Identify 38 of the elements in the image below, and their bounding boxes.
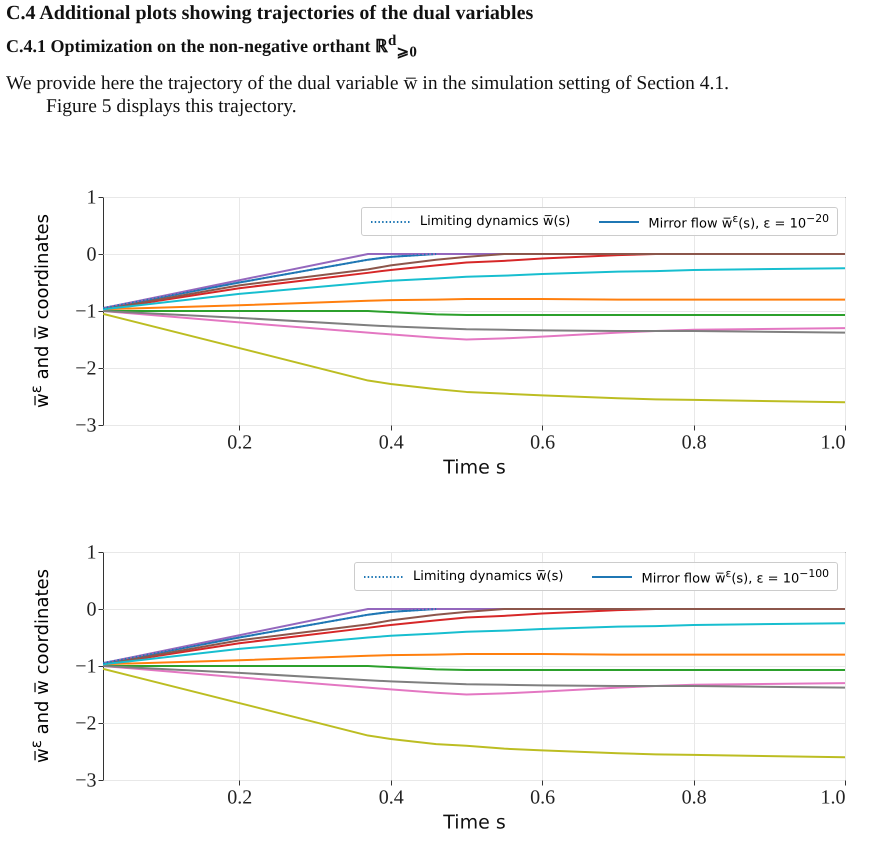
text: We provide here the trajectory of the dual variable w̅ in the simulation setting of Section 4.1. Figure 5 displays this trajectory.: [6, 72, 730, 118]
x-tick-label: 0.2: [227, 432, 252, 454]
line-series: [103, 312, 845, 404]
x-tick-label: 0.6: [530, 786, 556, 808]
y-tick-label: 1: [86, 542, 96, 564]
x-tick-label: 0.8: [682, 432, 707, 454]
x-axis-title: Time s: [442, 812, 506, 834]
x-tick-label: 1.0: [820, 786, 846, 808]
legend-label: Mirror flow w̅$^{ε}$(s), ε = 10$^{−100}$: [641, 567, 829, 586]
x-axis-title: Time s: [442, 456, 506, 478]
y-tick-label: −2: [75, 712, 96, 734]
x-tick-label: 0.6: [530, 432, 556, 454]
y-tick-label: −1: [75, 300, 96, 322]
legend-label: Limiting dynamics w̅(s): [420, 214, 570, 230]
x-tick-label: 0.2: [227, 786, 252, 808]
legend-label: Limiting dynamics w̅(s): [412, 569, 564, 584]
y-tick-label: −1: [75, 656, 96, 678]
y-tick-label: −3: [75, 770, 96, 792]
legend-label: Mirror flow w̅$^{ε}$(s), ε = 10$^{−20}$: [648, 212, 829, 232]
x-tick-label: 0.4: [378, 786, 404, 808]
y-tick-label: 1: [86, 186, 96, 208]
line-series: [103, 622, 845, 666]
line-series: [103, 608, 845, 666]
y-tick-label: 0: [86, 598, 96, 620]
line-series: [103, 668, 845, 758]
line-series: [103, 253, 845, 310]
y-tick-label: −2: [75, 358, 96, 380]
line-series: [103, 267, 845, 310]
line-series: [103, 665, 845, 689]
line-series: [103, 310, 845, 334]
y-tick-label: −3: [75, 414, 96, 436]
x-tick-label: 0.4: [378, 432, 404, 454]
line-series: [103, 665, 845, 696]
x-tick-label: 0.8: [682, 786, 707, 808]
x-tick-label: 1.0: [820, 432, 846, 454]
y-tick-label: 0: [86, 244, 96, 266]
chart-title: C.4 Additional plots showing trajectories of the dual variables: [6, 2, 534, 25]
line-series: [103, 310, 845, 340]
